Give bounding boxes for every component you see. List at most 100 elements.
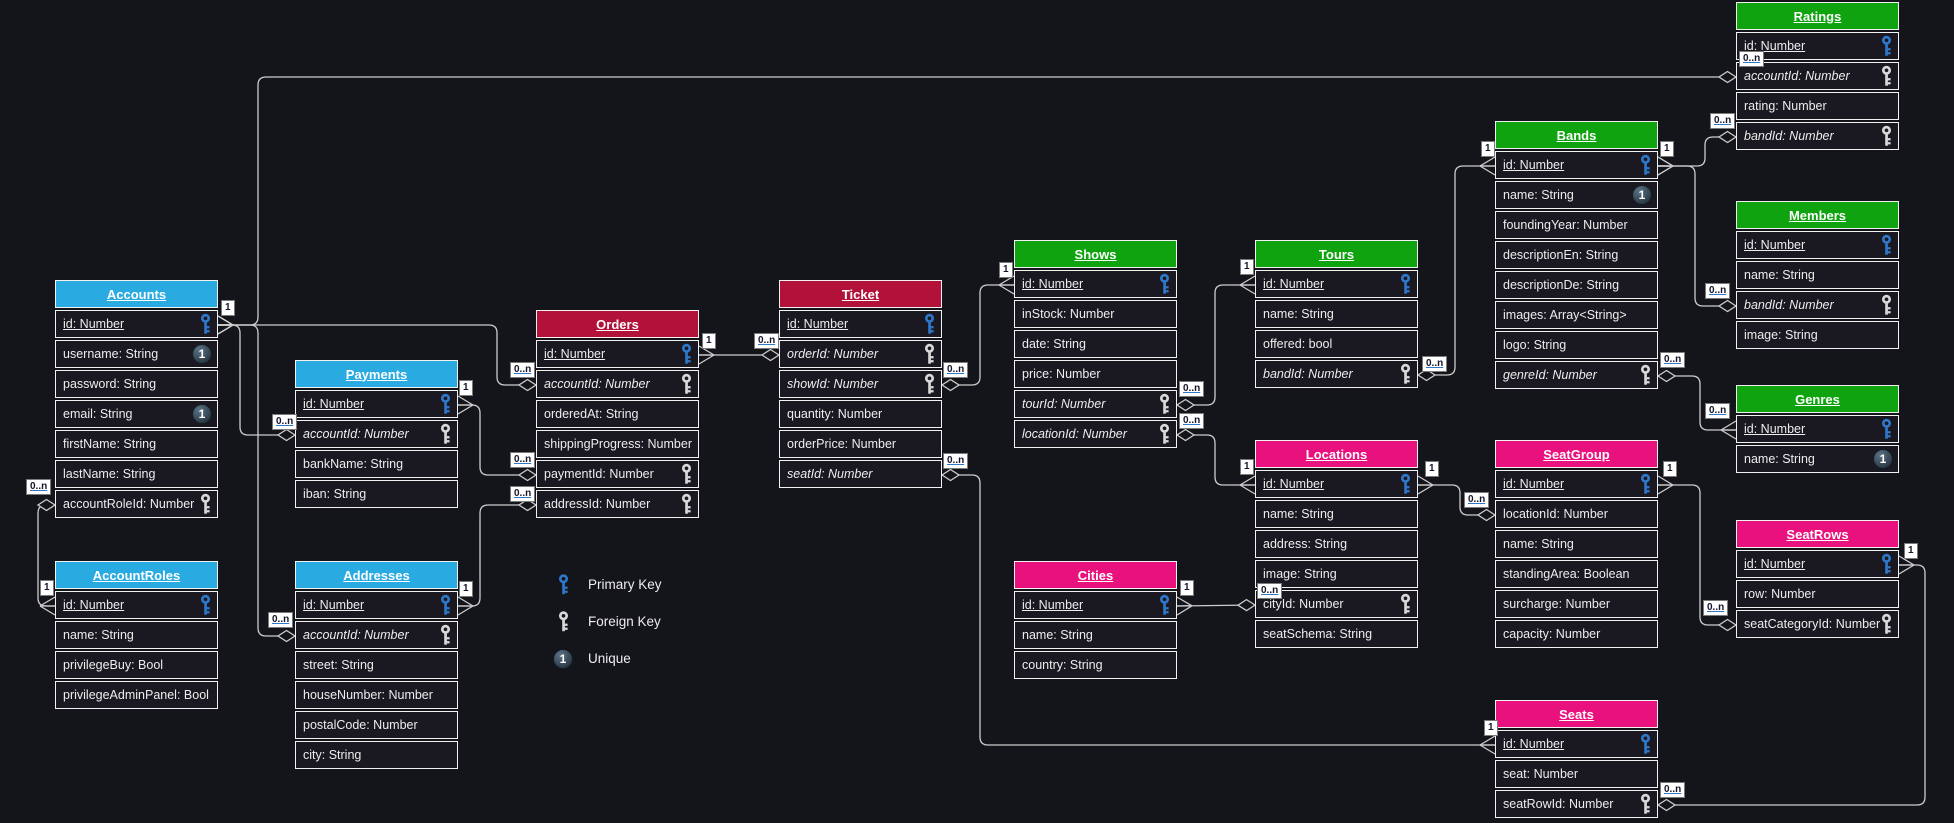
many-diamond-locations-cities xyxy=(1236,598,1257,612)
entity-header[interactable]: Accounts xyxy=(55,280,218,308)
field-label: name: String xyxy=(1263,307,1334,321)
cardinality-label: 0..n xyxy=(1660,352,1686,368)
entity-header[interactable]: Genres xyxy=(1736,385,1899,413)
field-label: id: Number xyxy=(1503,737,1565,751)
many-diamond-members-bands xyxy=(1717,299,1738,313)
entity-header[interactable]: Members xyxy=(1736,201,1899,229)
entity-title: Accounts xyxy=(106,286,167,302)
entity-locations[interactable]: Locations id: Number name: String address: … xyxy=(1255,440,1418,650)
one-crowfoot-ratings-accounts xyxy=(217,315,234,335)
entity-addresses[interactable]: Addresses id: Number accountId: Number stre… xyxy=(295,561,458,771)
entity-header[interactable]: Bands xyxy=(1495,121,1658,149)
many-diamond-shows-tours xyxy=(1175,398,1196,412)
foreign-key-icon xyxy=(1639,364,1652,386)
field-label: id: Number xyxy=(63,317,125,331)
field-label: id: Number xyxy=(1744,238,1806,252)
entity-title: Bands xyxy=(1556,127,1597,143)
many-diamond-seats-seatrows xyxy=(1656,798,1677,812)
foreign-key-icon xyxy=(1880,125,1893,147)
entity-accounts[interactable]: Accounts id: Number username: String 1 passw… xyxy=(55,280,218,520)
one-crowfoot-bands-genres xyxy=(1720,420,1737,440)
entity-seatrows[interactable]: SeatRows id: Number row: Number seatCategor… xyxy=(1736,520,1899,640)
cardinality-label: 0..n xyxy=(510,362,536,378)
cardinality-label: 1 xyxy=(1484,720,1498,736)
entity-header[interactable]: Locations xyxy=(1255,440,1418,468)
entity-header[interactable]: Orders xyxy=(536,310,699,338)
primary-key-icon xyxy=(680,343,693,365)
entity-header[interactable]: SeatGroup xyxy=(1495,440,1658,468)
field-label: descriptionDe: String xyxy=(1503,278,1620,292)
field-row: addressId: Number xyxy=(536,490,699,518)
entity-title: Ticket xyxy=(841,286,880,302)
entity-shows[interactable]: Shows id: Number inStock: Number date: Stri… xyxy=(1014,240,1177,450)
field-row: logo: String xyxy=(1495,331,1658,359)
entity-cities[interactable]: Cities id: Number name: String country: Str… xyxy=(1014,561,1177,681)
entity-header[interactable]: SeatRows xyxy=(1736,520,1899,548)
field-label: orderPrice: Number xyxy=(787,437,897,451)
cardinality-label: 0..n xyxy=(1422,356,1448,372)
entity-ratings[interactable]: Ratings id: Number accountId: Number rating… xyxy=(1736,2,1899,152)
entity-title: Locations xyxy=(1305,446,1368,462)
entity-bands[interactable]: Bands id: Number name: String 1 foundingYear… xyxy=(1495,121,1658,391)
foreign-key-icon xyxy=(923,343,936,365)
entity-title: Seats xyxy=(1559,706,1594,722)
cardinality-label: 0..n xyxy=(1179,381,1205,397)
field-label: accountRoleId: Number xyxy=(63,497,195,511)
field-label: locationId: Number xyxy=(1503,507,1608,521)
entity-header[interactable]: Addresses xyxy=(295,561,458,589)
field-label: cityId: Number xyxy=(1263,597,1344,611)
entity-header[interactable]: Tours xyxy=(1255,240,1418,268)
entity-seatgroup[interactable]: SeatGroup id: Number locationId: Number nam… xyxy=(1495,440,1658,650)
legend-label: Unique xyxy=(588,651,631,666)
field-label: id: Number xyxy=(63,598,125,612)
primary-key-icon xyxy=(199,594,212,616)
field-label: name: String xyxy=(1022,628,1093,642)
entity-header[interactable]: Seats xyxy=(1495,700,1658,728)
entity-tours[interactable]: Tours id: Number name: String offered: bool… xyxy=(1255,240,1418,390)
field-row: inStock: Number xyxy=(1014,300,1177,328)
field-row: name: String xyxy=(1736,261,1899,289)
entity-payments[interactable]: Payments id: Number accountId: Number bankN… xyxy=(295,360,458,510)
field-label: surcharge: Number xyxy=(1503,597,1610,611)
entity-seats[interactable]: Seats id: Number seat: Number seatRowId: Nu… xyxy=(1495,700,1658,820)
cardinality-label: 0..n xyxy=(272,414,298,430)
foreign-key-icon xyxy=(680,373,693,395)
entity-members[interactable]: Members id: Number name: String bandId: Num… xyxy=(1736,201,1899,351)
primary-key-icon xyxy=(1639,473,1652,495)
entity-header[interactable]: Ticket xyxy=(779,280,942,308)
many-diamond-ratings-bands xyxy=(1717,130,1738,144)
foreign-key-icon xyxy=(1880,294,1893,316)
field-row: paymentId: Number xyxy=(536,460,699,488)
cardinality-label: 1 xyxy=(40,580,54,596)
field-label: postalCode: Number xyxy=(303,718,418,732)
one-crowfoot-seatgroup-locations xyxy=(1417,475,1434,495)
field-row: id: Number xyxy=(1255,470,1418,498)
entity-header[interactable]: Payments xyxy=(295,360,458,388)
one-crowfoot-shows-locations xyxy=(1239,475,1256,495)
entity-accountroles[interactable]: AccountRoles id: Number name: String privil… xyxy=(55,561,218,711)
entity-header[interactable]: Shows xyxy=(1014,240,1177,268)
field-row: descriptionDe: String xyxy=(1495,271,1658,299)
entity-header[interactable]: Cities xyxy=(1014,561,1177,589)
entity-ticket[interactable]: Ticket id: Number orderId: Number showId: N… xyxy=(779,280,942,490)
entity-header[interactable]: AccountRoles xyxy=(55,561,218,589)
field-label: name: String xyxy=(1744,268,1815,282)
relationship-line-orders-addresses xyxy=(458,504,536,607)
foreign-key-icon xyxy=(680,493,693,515)
field-row: seatCategoryId: Number xyxy=(1736,610,1899,638)
foreign-key-icon xyxy=(1639,793,1652,815)
entity-header[interactable]: Ratings xyxy=(1736,2,1899,30)
entity-orders[interactable]: Orders id: Number accountId: Number ordered… xyxy=(536,310,699,520)
field-label: username: String xyxy=(63,347,159,361)
entity-title: Cities xyxy=(1077,567,1114,583)
field-row: bandId: Number xyxy=(1736,291,1899,319)
relationship-line-ticket-seats xyxy=(942,474,1495,746)
field-row: seatSchema: String xyxy=(1255,620,1418,648)
field-label: bandId: Number xyxy=(1744,298,1834,312)
field-row: id: Number xyxy=(1014,591,1177,619)
entity-title: Addresses xyxy=(343,567,410,583)
cardinality-label: 0..n xyxy=(1705,403,1731,419)
entity-genres[interactable]: Genres id: Number name: String 1 xyxy=(1736,385,1899,475)
field-row: id: Number xyxy=(536,340,699,368)
